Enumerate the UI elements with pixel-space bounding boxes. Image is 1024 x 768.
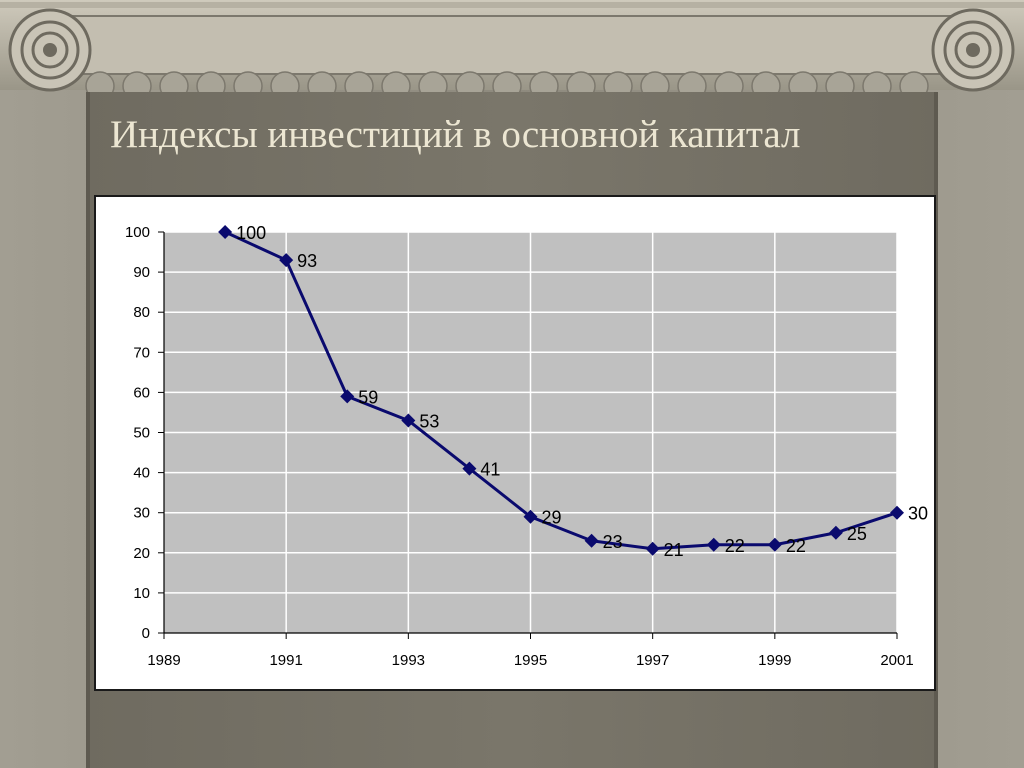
data-point-marker (584, 533, 599, 548)
x-tick-label: 1993 (392, 652, 425, 669)
data-label: 30 (908, 504, 928, 524)
x-tick-label: 1999 (758, 652, 791, 669)
volute-right-icon (931, 8, 1015, 92)
series-line (224, 230, 898, 551)
data-point-marker (401, 413, 416, 428)
y-tick-label: 20 (133, 545, 150, 562)
data-point-marker (279, 253, 294, 268)
chart-frame: 0 10 20 30 40 50 60 70 80 90 100 1989 1991 1993 1995 19… (94, 195, 936, 691)
y-tick-label: 50 (133, 425, 150, 442)
data-label: 22 (725, 536, 745, 556)
data-point-marker (767, 537, 782, 552)
volute-left-icon (8, 8, 92, 92)
data-label: 23 (603, 532, 623, 552)
data-point-marker (340, 389, 355, 404)
y-tick-label: 100 (125, 224, 150, 241)
y-tick-label: 10 (133, 585, 150, 602)
data-label: 41 (480, 460, 500, 480)
y-tick-label: 80 (133, 304, 150, 321)
y-tick-label: 30 (133, 505, 150, 522)
data-point-marker (645, 541, 660, 556)
data-label: 53 (419, 411, 439, 431)
data-point-marker (890, 505, 904, 520)
data-label: 100 (236, 223, 266, 243)
data-label: 25 (847, 524, 867, 544)
data-point-marker (218, 225, 233, 239)
data-label: 59 (358, 387, 378, 407)
y-tick-label: 60 (133, 384, 150, 401)
line-chart: 0 10 20 30 40 50 60 70 80 90 100 1989 1991 1993 1995 19… (125, 223, 928, 669)
x-tick-label: 2001 (880, 652, 913, 669)
data-label: 29 (542, 508, 562, 528)
y-tick-label: 40 (133, 465, 150, 482)
y-tick-label: 70 (133, 344, 150, 361)
x-tick-label: 1991 (269, 652, 302, 669)
x-tick-label: 1995 (514, 652, 547, 669)
x-tick-label: 1997 (636, 652, 669, 669)
data-point-marker (828, 525, 843, 540)
y-tick-label: 0 (142, 625, 150, 642)
data-label: 21 (664, 540, 684, 560)
data-point-marker (462, 461, 477, 476)
data-label: 93 (297, 251, 317, 271)
data-point-marker (706, 537, 721, 552)
data-label: 22 (786, 536, 806, 556)
y-tick-label: 90 (133, 264, 150, 281)
slide-title: Индексы инвестиций в основной капитал (110, 113, 801, 156)
x-tick-label: 1989 (147, 652, 180, 669)
